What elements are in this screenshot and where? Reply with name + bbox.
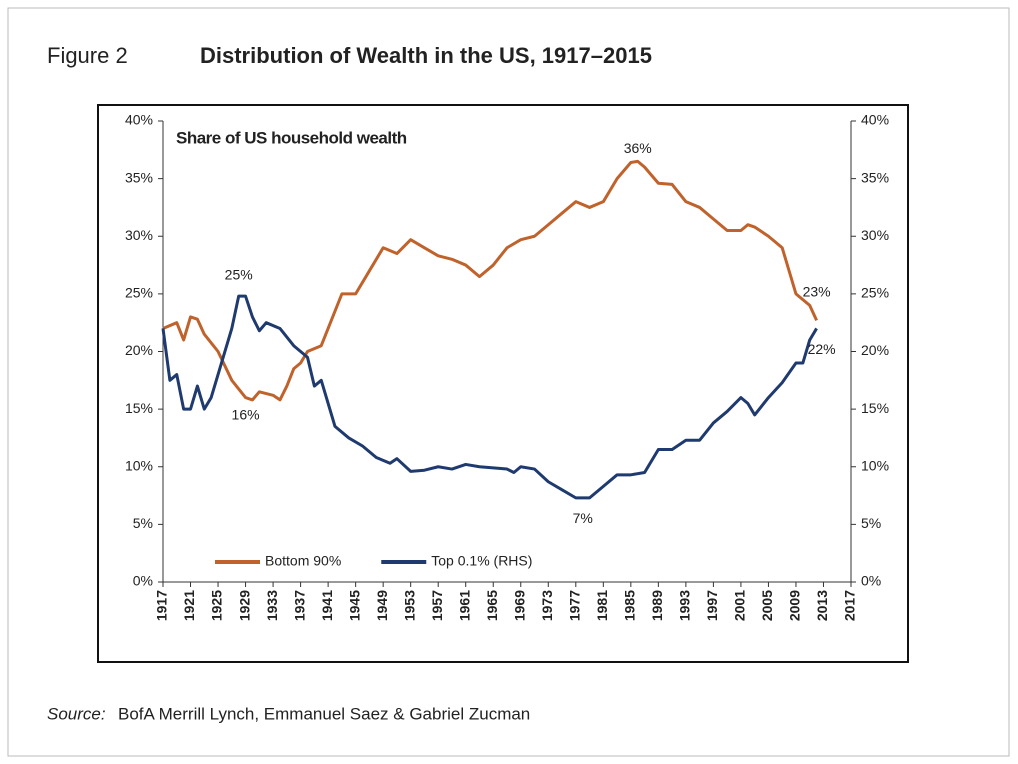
x-tick-label: 1957 [429, 590, 445, 621]
y2-tick-label: 25% [861, 285, 889, 301]
x-tick-label: 1949 [374, 590, 390, 621]
y2-tick-label: 40% [861, 112, 889, 128]
annotation: 23% [803, 284, 831, 300]
x-tick-label: 1945 [346, 590, 362, 621]
source-label: Source: [47, 704, 106, 723]
x-tick-label: 2017 [842, 590, 858, 621]
x-tick-label: 2005 [759, 590, 775, 621]
y2-tick-label: 20% [861, 342, 889, 358]
x-tick-label: 2013 [814, 590, 830, 621]
x-tick-label: 1989 [649, 590, 665, 621]
x-tick-label: 1917 [154, 590, 170, 621]
y2-tick-label: 0% [861, 573, 881, 589]
y2-tick-label: 15% [861, 400, 889, 416]
y-tick-label: 20% [125, 342, 153, 358]
x-tick-label: 1941 [319, 590, 335, 621]
x-tick-label: 1961 [456, 590, 472, 621]
x-tick-label: 1981 [594, 590, 610, 621]
y-tick-label: 10% [125, 457, 153, 473]
y2-tick-label: 35% [861, 169, 889, 185]
frame [7, 7, 1010, 757]
series-line [162, 159, 818, 402]
x-tick-label: 1937 [291, 590, 307, 621]
annotation: 7% [573, 510, 593, 526]
annotation: 36% [624, 140, 652, 156]
y-tick-label: 30% [125, 227, 153, 243]
annotation: 16% [232, 406, 260, 422]
y-tick-label: 25% [125, 285, 153, 301]
chart-subtitle: Share of US household wealth [176, 128, 407, 147]
y2-tick-label: 30% [861, 227, 889, 243]
x-tick-label: 1925 [209, 590, 225, 621]
x-tick-label: 1997 [704, 590, 720, 621]
x-tick-label: 2001 [732, 590, 748, 621]
chart-title: Distribution of Wealth in the US, 1917–2… [200, 43, 652, 68]
x-tick-label: 2009 [787, 590, 803, 621]
series-line [161, 294, 818, 500]
x-tick-label: 1977 [567, 590, 583, 621]
x-tick-label: 1921 [181, 590, 197, 621]
y2-tick-label: 10% [861, 457, 889, 473]
y-tick-label: 0% [133, 573, 153, 589]
x-tick-label: 1973 [539, 590, 555, 621]
annotation: 22% [808, 341, 836, 357]
legend-label: Top 0.1% (RHS) [431, 553, 532, 569]
y-tick-label: 35% [125, 169, 153, 185]
y-tick-label: 5% [133, 515, 153, 531]
x-tick-label: 1965 [484, 590, 500, 621]
source: BofA Merrill Lynch, Emmanuel Saez & Gabr… [118, 704, 530, 723]
x-tick-label: 1929 [236, 590, 252, 621]
y2-tick-label: 5% [861, 515, 881, 531]
x-tick-label: 1985 [622, 590, 638, 621]
x-tick-label: 1933 [264, 590, 280, 621]
x-tick-label: 1953 [401, 590, 417, 621]
y-tick-label: 15% [125, 400, 153, 416]
y-tick-label: 40% [125, 112, 153, 128]
annotation: 25% [225, 267, 253, 283]
x-tick-label: 1969 [511, 590, 527, 621]
chart-box [97, 104, 909, 663]
x-tick-label: 1993 [677, 590, 693, 621]
figure-label: Figure 2 [47, 43, 128, 68]
legend-label: Bottom 90% [265, 553, 341, 569]
